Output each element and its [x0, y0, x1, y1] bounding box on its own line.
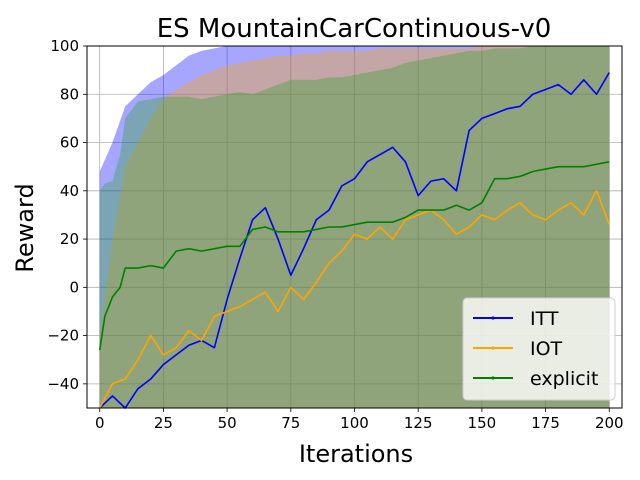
y-tick-label: 80: [60, 85, 79, 103]
series-lines: [98, 72, 611, 409]
y-tick-label: 40: [60, 182, 79, 200]
x-tick-label: 75: [281, 414, 300, 432]
legend-label: ITT: [530, 308, 559, 330]
legend-marker-IOT: [491, 346, 495, 350]
x-tick-label: 50: [218, 414, 237, 432]
chart-title: ES MountainCarContinuous-v0: [157, 14, 552, 44]
y-tick-label: −20: [47, 327, 79, 345]
legend-marker-explicit: [491, 376, 495, 380]
series-line-explicit: [98, 161, 610, 351]
series-line-IOT: [99, 190, 611, 409]
x-axis-ticks: 0 25 50 75 100 125 150 175 200: [95, 408, 624, 432]
series-line-ITT: [99, 72, 610, 409]
y-tick-label: 0: [69, 278, 79, 296]
legend-label: IOT: [530, 338, 563, 360]
legend-box: [462, 297, 616, 401]
legend: ITT IOT explicit: [462, 297, 616, 401]
x-tick-label: 0: [95, 414, 105, 432]
x-axis-label: Iterations: [299, 440, 413, 468]
x-tick-label: 125: [404, 414, 433, 432]
x-tick-label: 175: [531, 414, 560, 432]
y-axis-label: Reward: [11, 183, 39, 272]
y-tick-label: 60: [60, 134, 79, 152]
x-tick-label: 100: [340, 414, 369, 432]
y-tick-label: −40: [47, 375, 79, 393]
x-tick-label: 150: [468, 414, 497, 432]
y-axis-ticks: −40 −20 0 20 40 60 80 100: [47, 37, 87, 393]
x-tick-label: 200: [595, 414, 624, 432]
legend-marker-ITT: [491, 316, 495, 320]
y-tick-label: 100: [50, 37, 79, 55]
y-tick-label: 20: [60, 230, 79, 248]
x-tick-label: 25: [154, 414, 173, 432]
legend-label: explicit: [530, 368, 598, 390]
